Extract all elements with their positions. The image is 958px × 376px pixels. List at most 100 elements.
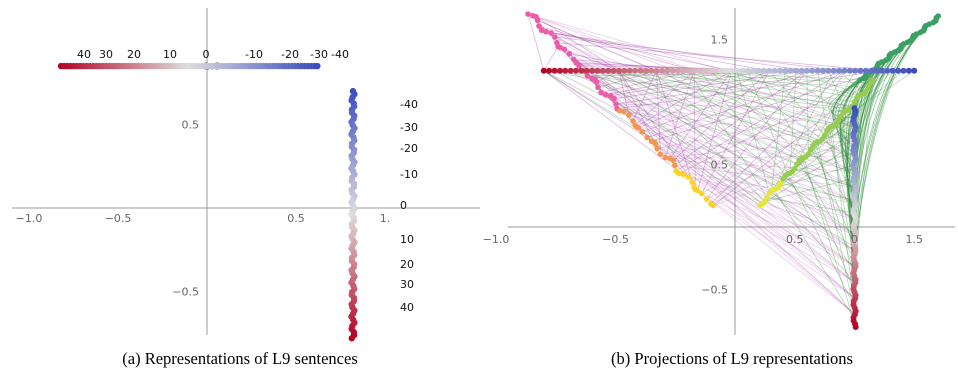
panel-b-magenta-projection-line	[665, 139, 856, 158]
panel-b-horizontal-point	[836, 67, 843, 74]
panel-b-horizontal-point	[819, 67, 826, 74]
panel-b-magenta-point	[635, 125, 642, 131]
panel-b-yellowgreen-point	[863, 88, 869, 95]
panel-b-green-projection-line	[672, 70, 821, 142]
panel-a-horizontal-label: 30	[99, 48, 113, 61]
panel-b-magenta-point	[710, 202, 717, 209]
panel-b-magenta-projection-line	[634, 70, 695, 126]
panel-b-green-projection-line	[778, 164, 854, 188]
panel-b-magenta-point	[694, 187, 701, 194]
panel-b-magenta-projection-line	[543, 70, 684, 175]
panel-b-magenta-projection-line	[653, 142, 856, 299]
panel-b-magenta-point	[543, 28, 549, 35]
panel-b-magenta-point	[595, 84, 601, 91]
panel-b-horizontal-point	[734, 67, 741, 74]
panel-b-magenta-projection-line	[615, 70, 845, 105]
panel-b-green-projection-line	[613, 70, 800, 161]
panel-b-green-projection-line	[780, 182, 855, 201]
panel-b-magenta-point	[534, 17, 541, 24]
panel-b-horizontal-point	[642, 67, 649, 74]
panel-b-green-projection-line	[559, 70, 869, 88]
panel-b-horizontal-point	[750, 67, 757, 74]
panel-b-green-curve	[830, 77, 865, 119]
panel-b-green-projection-line	[758, 70, 807, 157]
panel-b-horizontal-point	[664, 67, 671, 74]
panel-b-magenta-projection-line	[623, 111, 856, 157]
panel-b-magenta-projection-line	[556, 42, 856, 252]
panel-b-horizontal-point	[760, 67, 767, 74]
panel-b-horizontal-point	[675, 67, 682, 74]
panel-b-magenta-point	[698, 190, 705, 197]
panel-b-magenta-point	[536, 23, 542, 29]
panel-b-green-projection-line	[640, 70, 765, 203]
panel-b-magenta-projection-line	[600, 70, 695, 93]
panel-b-green-projection-line	[794, 168, 856, 188]
panel-b-magenta-projection-line	[706, 123, 855, 200]
panel-b-horizontal-point	[551, 67, 558, 74]
panel-b-magenta-projection-line	[636, 70, 732, 127]
panel-b-green-projection-line	[855, 91, 867, 160]
panel-b-magenta-projection-line	[605, 70, 732, 96]
panel-a-horizontal-label: 10	[163, 48, 177, 61]
panel-b-green-projection-line	[624, 70, 818, 143]
panel-b-magenta-projection-line	[710, 70, 845, 205]
panel-a-horizontal-label: -10	[245, 48, 263, 61]
panel-b-green-projection-line	[554, 70, 779, 188]
panel-b-horizontal-point	[621, 67, 628, 74]
panel-b-horizontal-point	[691, 67, 698, 74]
panel-b-horizontal-point	[567, 67, 574, 74]
panel-b-magenta-projection-line	[541, 29, 856, 188]
panel-b-magenta-projection-line	[688, 176, 856, 252]
panel-b-horizontal-point	[782, 67, 789, 74]
panel-a-x-tick: 0.5	[287, 212, 305, 225]
caption-a: (a) Representations of L9 sentences	[122, 349, 358, 368]
panel-b-horizontal-point	[787, 67, 794, 74]
panel-b-magenta-projection-line	[569, 53, 856, 315]
panel-b-horizontal-point	[610, 67, 617, 74]
panel-b-green-projection-line	[817, 141, 856, 315]
panel-b-green-projection-line	[773, 189, 854, 318]
panel-b-horizontal-point	[680, 67, 687, 74]
panel-b-green-projection-line	[789, 70, 797, 174]
panel-b-magenta-projection-line	[617, 108, 855, 125]
panel-b-green-projection-line	[731, 70, 841, 117]
panel-b-magenta-point	[652, 141, 659, 147]
panel-a-chart: −1.0−0.50.51.0.5−0.51.0 403020100-10-20-…	[12, 8, 480, 342]
panel-a-horizontal-point	[314, 62, 321, 70]
panel-b-green-projection-line	[779, 70, 844, 113]
panel-b-green-point	[935, 13, 942, 19]
panel-b-magenta-projection-line	[674, 70, 808, 166]
panel-b-magenta-projection-line	[527, 13, 545, 71]
panel-b-magenta-projection-line	[657, 107, 855, 150]
panel-b-horizontal-point	[857, 67, 864, 74]
panel-b-magenta-projection-line	[551, 32, 807, 72]
panel-b-horizontal-point	[658, 67, 665, 74]
panel-b-yellowgreen-point	[764, 194, 770, 201]
panel-b-magenta-point	[548, 30, 554, 36]
panel-b-horizontal-point	[766, 67, 773, 74]
panel-b-horizontal-point	[632, 67, 639, 74]
panel-b-magenta-projection-line	[538, 25, 856, 173]
panel-b-magenta-point	[626, 112, 632, 119]
panel-b-horizontal-point	[578, 67, 585, 74]
panel-b-magenta-projection-line	[546, 31, 770, 72]
panel-b-magenta-point	[576, 62, 582, 69]
panel-b-green-projection-line	[789, 117, 854, 174]
panel-b-green-projection-line	[645, 70, 855, 103]
panel-b-horizontal-point	[701, 67, 708, 74]
panel-b-yellowgreen-point	[777, 180, 784, 187]
panel-b-magenta-projection-line	[619, 110, 856, 141]
panel-b-magenta-point	[593, 79, 600, 85]
panel-a-vertical-label: -20	[400, 142, 418, 155]
panel-b-magenta-projection-line	[569, 53, 657, 72]
panel-b-horizontal-point	[868, 67, 875, 74]
panel-b-horizontal-point	[637, 67, 644, 74]
panel-a-vertical-label: -40	[400, 98, 418, 111]
panel-b-green-projection-line	[766, 197, 854, 214]
panel-b-magenta-projection-line	[573, 58, 855, 109]
panel-b-green-projection-line	[775, 130, 856, 190]
panel-b-horizontal-point	[825, 67, 832, 74]
panel-b-magenta-point	[538, 27, 545, 34]
panel-b-horizontal-point	[830, 67, 837, 74]
